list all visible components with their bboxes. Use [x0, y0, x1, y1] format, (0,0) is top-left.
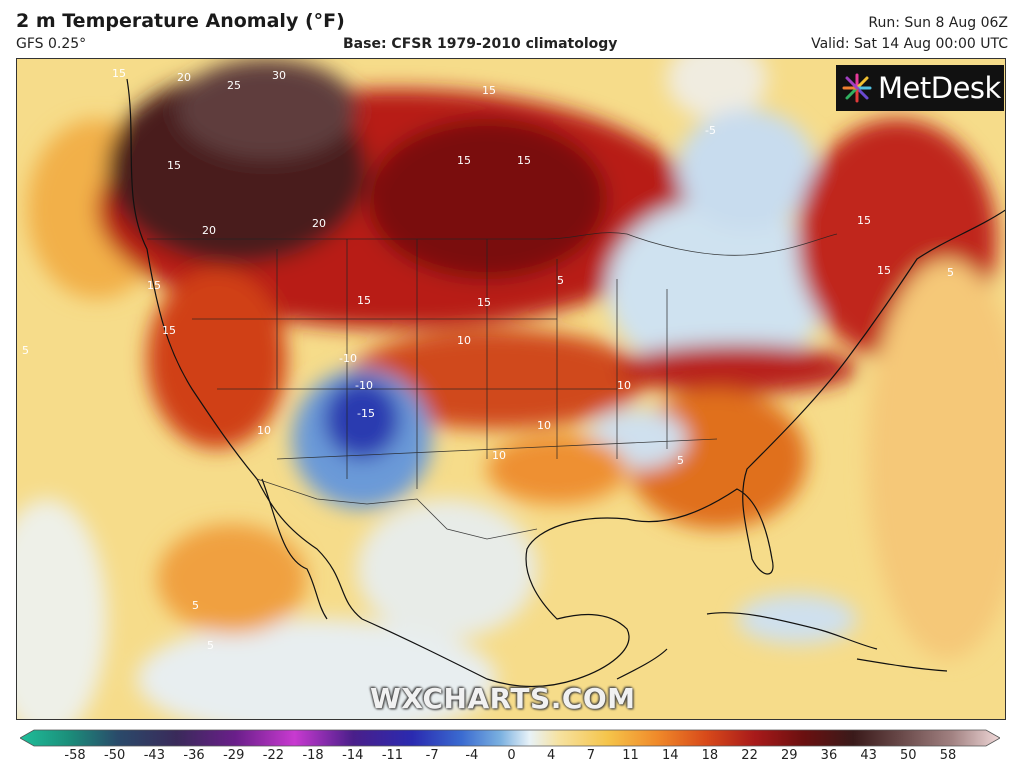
- contour-label: 15: [162, 324, 176, 337]
- color-scale-tick: -58: [64, 748, 86, 763]
- contour-label: 15: [112, 67, 126, 80]
- climatology-base: Base: CFSR 1979-2010 climatology: [343, 36, 618, 52]
- color-scale-tick: -22: [262, 748, 285, 763]
- contour-label: 15: [457, 154, 471, 167]
- watermark: WXCHARTS.COM: [370, 682, 636, 715]
- anomaly-warm-pacific-south: [157, 524, 307, 634]
- chart-title: 2 m Temperature Anomaly (°F): [16, 10, 345, 32]
- anomaly-map: 15 20 25 30 15 15 15 20 20 15 15 15 15 1…: [16, 58, 1006, 720]
- map-canvas: 15 20 25 30 15 15 15 20 20 15 15 15 15 1…: [17, 59, 1005, 719]
- contour-label: 15: [147, 279, 161, 292]
- anomaly-cool-mexico: [357, 499, 537, 639]
- color-scale-bar: [20, 729, 1000, 747]
- anomaly-west-coast: [147, 269, 287, 449]
- contour-label: 10: [492, 449, 506, 462]
- contour-label: -5: [705, 124, 716, 137]
- run-time: Run: Sun 8 Aug 06Z: [868, 15, 1008, 31]
- anomaly-cool-great-lakes: [607, 199, 827, 379]
- contour-label: 5: [207, 639, 214, 652]
- contour-label: 30: [272, 69, 286, 82]
- contour-labels: 15 20 25 30 15 15 15 20 20 15 15 15 15 1…: [22, 67, 954, 652]
- coastlines: [126, 78, 1005, 688]
- contour-label: 5: [192, 599, 199, 612]
- color-scale-tick: 29: [780, 748, 798, 763]
- color-scale-tick: -50: [104, 748, 126, 763]
- color-scale-tick: -14: [342, 748, 364, 763]
- contour-label: 25: [227, 79, 241, 92]
- contour-label: 20: [312, 217, 326, 230]
- color-scale-tick: -11: [381, 748, 404, 763]
- anomaly-pale-west: [17, 499, 107, 719]
- contour-label: 10: [457, 334, 471, 347]
- anomaly-cool-ontario: [677, 109, 817, 229]
- anomaly-warm-gulf-coast: [487, 434, 627, 504]
- anomaly-core-canada: [177, 59, 357, 159]
- contour-label: 15: [517, 154, 531, 167]
- contour-label: 20: [202, 224, 216, 237]
- color-scale-tick: -29: [223, 748, 245, 763]
- contour-label: 15: [857, 214, 871, 227]
- color-scale-tick: -36: [183, 748, 205, 763]
- color-scale-tick: 22: [741, 748, 758, 763]
- color-scale-tick: 7: [586, 748, 595, 763]
- starburst-icon: [842, 73, 872, 103]
- color-scale-ticks: -58 -50 -43 -36 -29 -22 -18 -14 -11 -7 -4 0 4 7 11 14 18…: [0, 748, 1024, 772]
- metdesk-logo: MetDesk: [836, 65, 1004, 111]
- color-scale-tick: 4: [547, 748, 556, 763]
- borders: [147, 232, 838, 540]
- color-scale-tick: 36: [820, 748, 838, 763]
- anomaly-pale-north: [667, 59, 767, 119]
- valid-time: Valid: Sat 14 Aug 00:00 UTC: [811, 36, 1008, 52]
- anomaly-coldest-colorado: [324, 379, 400, 459]
- anomaly-warm-atlantic: [867, 259, 1005, 659]
- color-scale-tick: 43: [860, 748, 877, 763]
- contour-label: -10: [339, 352, 357, 365]
- logo-text: MetDesk: [878, 71, 1001, 105]
- color-scale-tick: -7: [425, 748, 439, 763]
- color-scale-tick: -18: [302, 748, 324, 763]
- contour-label: 5: [947, 266, 954, 279]
- contour-label: 15: [357, 294, 371, 307]
- contour-label: 15: [877, 264, 891, 277]
- contour-label: 20: [177, 71, 191, 84]
- anomaly-cool-pacific: [137, 619, 497, 719]
- model-name: GFS 0.25°: [16, 36, 87, 52]
- color-scale-tick: 18: [701, 748, 719, 763]
- color-scale-tick: 58: [939, 748, 957, 763]
- contour-label: 10: [617, 379, 631, 392]
- contour-label: 10: [537, 419, 551, 432]
- contour-label: -10: [355, 379, 373, 392]
- color-scale-tick: 14: [661, 748, 679, 763]
- anomaly-field: [17, 59, 1005, 719]
- color-scale-tick: 50: [900, 748, 917, 763]
- contour-label: -15: [357, 407, 375, 420]
- color-scale-gradient: [20, 729, 1000, 747]
- contour-label: 5: [22, 344, 29, 357]
- anomaly-hot-ohio-valley: [617, 344, 857, 394]
- color-scale-tick: -43: [143, 748, 165, 763]
- contour-label: 5: [677, 454, 684, 467]
- contour-label: 15: [477, 296, 491, 309]
- color-scale-tick: 11: [622, 748, 639, 763]
- contour-label: 5: [557, 274, 564, 287]
- color-scale-tick: -4: [465, 748, 479, 763]
- contour-label: 15: [167, 159, 181, 172]
- contour-label: 15: [482, 84, 496, 97]
- color-scale-tick: 0: [507, 748, 516, 763]
- contour-label: 10: [257, 424, 271, 437]
